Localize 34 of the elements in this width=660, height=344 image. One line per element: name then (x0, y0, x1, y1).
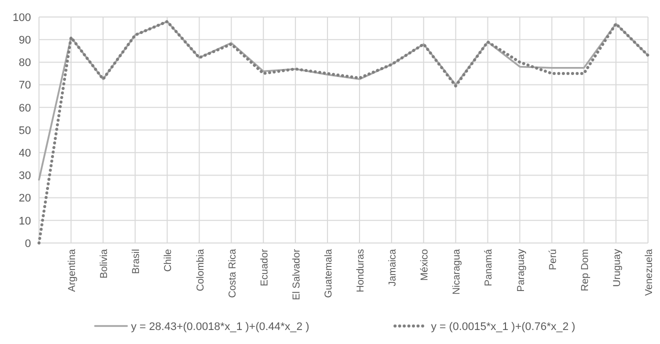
y-tick-label: 100 (12, 12, 31, 24)
x-tick-label: Costa Rica (227, 248, 238, 298)
legend-label: y = (0.0015*x_1 )+(0.76*x_2 ) (431, 320, 576, 333)
x-tick-label: Chile (163, 248, 174, 272)
x-tick-label: Honduras (356, 249, 367, 292)
y-tick-label: 90 (18, 34, 31, 46)
x-tick-label: Uruguay (612, 249, 623, 287)
legend-label: y = 28.43+(0.0018*x_1 )+(0.44*x_2 ) (131, 320, 310, 333)
x-tick-label: Argentina (67, 248, 78, 292)
x-tick-label: Colombia (195, 248, 206, 292)
x-tick-label: Jamaica (388, 248, 399, 286)
x-tick-label: Perú (548, 249, 559, 270)
x-tick-label: México (420, 248, 431, 281)
line-series (38, 20, 649, 181)
y-tick-label: 50 (18, 124, 31, 137)
x-tick-label: Panamá (484, 248, 495, 286)
y-tick-label: 80 (18, 57, 31, 70)
x-tick-label: Rep Dom (580, 249, 591, 292)
y-tick-label: 70 (18, 80, 31, 92)
x-tick-label: Paraguay (516, 249, 527, 292)
x-tick-label: Ecuador (259, 248, 270, 286)
y-tick-label: 0 (24, 238, 31, 250)
y-tick-label: 20 (18, 192, 31, 205)
line-series (38, 20, 650, 244)
y-tick-label: 40 (18, 147, 31, 160)
y-tick-label: 10 (18, 215, 31, 228)
x-tick-label: Nicaragua (452, 248, 463, 295)
x-tick-label: Guatemala (323, 248, 334, 298)
x-tick-label: Bolivia (99, 248, 110, 278)
x-tick-label: Venezuela (644, 248, 655, 296)
y-tick-label: 60 (18, 102, 31, 114)
y-tick-label: 30 (18, 170, 31, 182)
x-tick-label: El Salvador (291, 248, 302, 300)
x-tick-label: Brasil (131, 249, 142, 274)
